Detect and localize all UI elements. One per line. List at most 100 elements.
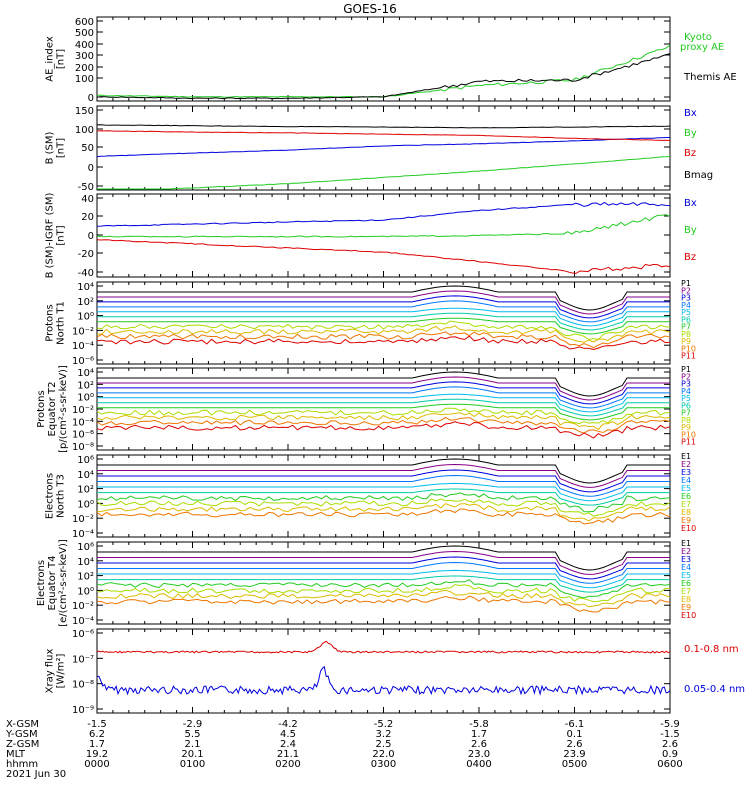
flux-channel-8 (96, 498, 671, 517)
ephemeris-value: 2.6 (471, 739, 487, 750)
y-tick-label: 10² (77, 572, 94, 583)
flux-channel-11 (96, 335, 671, 351)
flux-channel-10 (96, 508, 671, 525)
flux-channel-4 (97, 300, 670, 323)
y-tick-label: 10⁻⁴ (72, 529, 94, 540)
series-line-b-2 (96, 124, 671, 129)
legend-entry: E6 (681, 492, 691, 501)
y-tick-label: 10⁶ (77, 542, 94, 553)
y-tick-label: 10⁻² (72, 601, 94, 612)
y-tick-label: 10⁴ (77, 368, 94, 379)
y-tick-label: 10⁰ (77, 312, 94, 323)
legend-entry: E7 (681, 587, 691, 596)
legend-entry: Bz (684, 148, 696, 159)
y-axis-label: [e/(cm²-s-sr-keV)] (58, 539, 69, 627)
ephemeris-row-label: Z-GSM (6, 739, 39, 750)
legend-entry: Bx (684, 198, 697, 209)
y-tick-label: 20 (81, 212, 94, 223)
legend-entry: P8 (681, 330, 691, 339)
y-tick-label: -50 (78, 182, 94, 193)
y-tick-label: 10⁻² (72, 405, 94, 416)
ephemeris-value: 20.1 (181, 749, 203, 760)
ephemeris-value: 0200 (275, 759, 300, 770)
y-axis-label: Protons (45, 304, 56, 341)
y-tick-label: 10⁻⁶ (72, 430, 94, 441)
date-label: 2021 Jun 30 (6, 769, 66, 780)
y-axis-label: [W/m²] (56, 653, 67, 688)
flux-channel-1 (97, 285, 670, 311)
y-tick-label: 500 (75, 28, 94, 39)
flux-channel-3 (97, 556, 670, 580)
y-tick-label: 0 (88, 231, 94, 242)
flux-channel-5 (97, 307, 670, 327)
ephemeris-value: 6.2 (89, 729, 105, 740)
legend-entry: P6 (681, 315, 691, 324)
y-tick-label: 10⁻⁸ (72, 680, 94, 691)
y-tick-label: 150 (75, 106, 94, 117)
legend-entry: P3 (681, 294, 691, 303)
y-tick-label: -20 (78, 249, 94, 260)
flux-channel-6 (97, 488, 670, 506)
ephemeris-value: -2.9 (183, 719, 203, 730)
legend-entry: E4 (681, 476, 691, 485)
xray-long-line (96, 640, 671, 654)
legend-entry: 0.05-0.4 nm (684, 684, 745, 695)
flux-channel-7 (96, 579, 671, 599)
ephemeris-value: 0400 (466, 759, 491, 770)
ephemeris-value: 2.4 (280, 739, 296, 750)
legend-entry: E1 (681, 539, 691, 548)
flux-channel-3 (97, 381, 670, 405)
legend-entry: P4 (681, 301, 691, 310)
ephemeris-value: -1.5 (87, 719, 107, 730)
flux-channel-11 (96, 421, 671, 439)
y-axis-label: North T1 (56, 301, 67, 345)
y-tick-label: 10² (77, 380, 94, 391)
legend-entry: By (684, 225, 697, 236)
legend-entry: Bmag (684, 170, 713, 181)
ephemeris-value: 21.1 (277, 749, 299, 760)
panel-frame (96, 16, 671, 102)
series-line-ae-0 (96, 44, 671, 98)
y-tick-label: 10⁻⁷ (72, 654, 94, 665)
legend-entry: 0.1-0.8 nm (684, 644, 739, 655)
y-axis-label: Electrons (45, 473, 56, 519)
panel-frame (96, 628, 671, 714)
flux-channel-7 (97, 403, 670, 421)
legend-entry: P9 (681, 337, 691, 346)
ephemeris-value: 23.0 (468, 749, 490, 760)
y-tick-label: 10⁻⁶ (72, 629, 94, 640)
ephemeris-row-label: MLT (6, 749, 26, 760)
ephemeris-row-label: Y-GSM (5, 729, 38, 740)
legend-entry: P7 (681, 409, 691, 418)
legend-entry: By (684, 128, 697, 139)
legend-entry: P6 (681, 401, 691, 410)
flux-channel-8 (96, 584, 671, 603)
panel-bigrf: 40 20 0 -20 -40 B (SM)-IGRF (SM) [nT] Bx By Bz (45, 193, 697, 279)
legend-entry: E2 (681, 460, 691, 469)
flux-channel-5 (97, 569, 670, 589)
y-axis-label: Protons (36, 390, 47, 427)
panel-xray: 10⁻⁶ 10⁻⁷ 10⁻⁸ 10⁻⁹ Xray flux [W/m²] 0.1-0.8 n… (45, 628, 745, 716)
y-tick-label: 10⁻⁴ (72, 616, 94, 627)
flux-channel-9 (96, 503, 671, 522)
flux-channel-1 (97, 371, 670, 397)
y-tick-label: 10² (77, 485, 94, 496)
panel-frame (96, 281, 671, 365)
ephemeris-value: 5.5 (185, 729, 201, 740)
y-tick-label: 0 (88, 163, 94, 174)
y-tick-label: 600 (75, 17, 94, 28)
legend-entry: P1 (681, 279, 691, 288)
legend-entry: E8 (681, 508, 691, 517)
y-tick-label: -40 (78, 268, 94, 279)
y-axis-label: [nT] (56, 225, 67, 245)
y-tick-label: 300 (75, 51, 94, 62)
legend-entry: P1 (681, 365, 691, 374)
legend-entry: E5 (681, 484, 691, 493)
flux-channel-6 (97, 398, 670, 417)
ephemeris-value: 0000 (84, 759, 109, 770)
y-tick-label: 10⁰ (77, 586, 94, 597)
ephemeris-value: 3.2 (376, 729, 392, 740)
y-tick-label: 10⁻⁴ (72, 417, 94, 428)
ephemeris-value: -5.2 (374, 719, 394, 730)
